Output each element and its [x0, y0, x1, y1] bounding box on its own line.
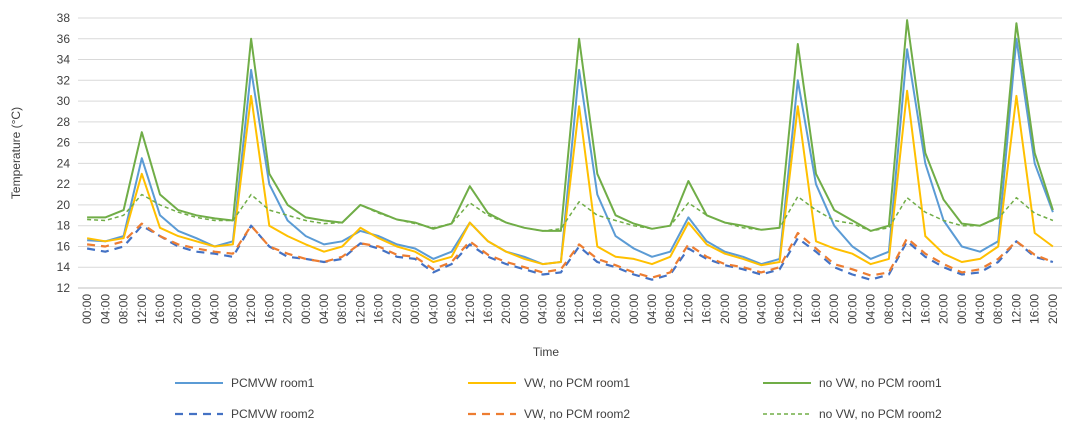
x-tick-label: 04:00	[973, 294, 987, 324]
x-tick-label: 04:00	[426, 294, 440, 324]
x-tick-label: 20:00	[390, 294, 404, 324]
x-tick-label: 00:00	[736, 294, 750, 324]
x-tick-label: 00:00	[627, 294, 641, 324]
x-tick-label: 08:00	[335, 294, 349, 324]
x-tick-label: 04:00	[208, 294, 222, 324]
y-axis-title: Temperature (°C)	[9, 107, 23, 199]
legend-label: no VW, no PCM room2	[819, 407, 942, 421]
x-tick-label: 00:00	[299, 294, 313, 324]
series-line	[86, 89, 1054, 267]
x-tick-label: 16:00	[1028, 294, 1042, 324]
y-tick-label: 30	[57, 94, 71, 108]
x-axis-title: Time	[533, 345, 560, 359]
x-tick-label: 20:00	[1046, 294, 1060, 324]
x-tick-label: 04:00	[536, 294, 550, 324]
x-tick-label: 16:00	[809, 294, 823, 324]
x-tick-label: 00:00	[189, 294, 203, 324]
y-tick-label: 34	[57, 53, 71, 67]
x-tick-label: 00:00	[955, 294, 969, 324]
x-tick-label: 20:00	[171, 294, 185, 324]
x-tick-label: 04:00	[645, 294, 659, 324]
x-tick-label: 16:00	[262, 294, 276, 324]
x-tick-label: 16:00	[153, 294, 167, 324]
x-tick-label: 08:00	[117, 294, 131, 324]
x-tick-label: 12:00	[900, 294, 914, 324]
series-line	[87, 37, 1054, 266]
y-tick-label: 14	[57, 260, 71, 274]
y-tick-label: 22	[57, 177, 71, 191]
x-tick-label: 16:00	[700, 294, 714, 324]
x-tick-label: 04:00	[864, 294, 878, 324]
y-tick-label: 12	[57, 281, 71, 295]
x-tick-label: 00:00	[408, 294, 422, 324]
x-tick-label: 04:00	[317, 294, 331, 324]
x-tick-label: 08:00	[554, 294, 568, 324]
x-tick-label: 16:00	[372, 294, 386, 324]
x-tick-label: 08:00	[663, 294, 677, 324]
x-tick-label: 08:00	[991, 294, 1005, 324]
x-tick-label: 16:00	[590, 294, 604, 324]
y-tick-label: 36	[57, 32, 71, 46]
y-tick-label: 38	[57, 11, 71, 25]
x-tick-label: 08:00	[773, 294, 787, 324]
x-tick-label: 20:00	[499, 294, 513, 324]
legend-label: no VW, no PCM room1	[819, 376, 942, 390]
legend-label: PCMVW room2	[231, 407, 315, 421]
series-line	[86, 222, 1054, 279]
series-line	[87, 193, 1054, 232]
x-tick-label: 16:00	[481, 294, 495, 324]
x-tick-label: 12:00	[463, 294, 477, 324]
y-tick-label: 26	[57, 136, 71, 150]
y-tick-label: 18	[57, 219, 71, 233]
y-tick-label: 28	[57, 115, 71, 129]
x-tick-label: 12:00	[1009, 294, 1023, 324]
x-tick-label: 00:00	[517, 294, 531, 324]
series-line	[87, 19, 1054, 232]
y-tick-label: 24	[57, 156, 71, 170]
x-tick-label: 12:00	[353, 294, 367, 324]
y-tick-label: 32	[57, 73, 71, 87]
x-tick-label: 20:00	[937, 294, 951, 324]
x-tick-label: 20:00	[718, 294, 732, 324]
x-tick-label: 00:00	[845, 294, 859, 324]
x-tick-label: 12:00	[244, 294, 258, 324]
x-tick-label: 20:00	[609, 294, 623, 324]
x-tick-label: 04:00	[98, 294, 112, 324]
legend-label: PCMVW room1	[231, 376, 315, 390]
x-tick-label: 00:00	[80, 294, 94, 324]
x-tick-label: 12:00	[791, 294, 805, 324]
legend-label: VW, no PCM room2	[524, 407, 630, 421]
x-tick-label: 04:00	[754, 294, 768, 324]
x-tick-label: 20:00	[281, 294, 295, 324]
x-tick-label: 12:00	[572, 294, 586, 324]
x-tick-label: 12:00	[681, 294, 695, 324]
x-tick-label: 08:00	[445, 294, 459, 324]
x-tick-label: 08:00	[882, 294, 896, 324]
legend-label: VW, no PCM room1	[524, 376, 630, 390]
x-tick-label: 08:00	[226, 294, 240, 324]
x-tick-label: 12:00	[135, 294, 149, 324]
y-tick-label: 16	[57, 239, 71, 253]
y-tick-label: 20	[57, 198, 71, 212]
x-tick-label: 20:00	[827, 294, 841, 324]
x-tick-label: 16:00	[918, 294, 932, 324]
